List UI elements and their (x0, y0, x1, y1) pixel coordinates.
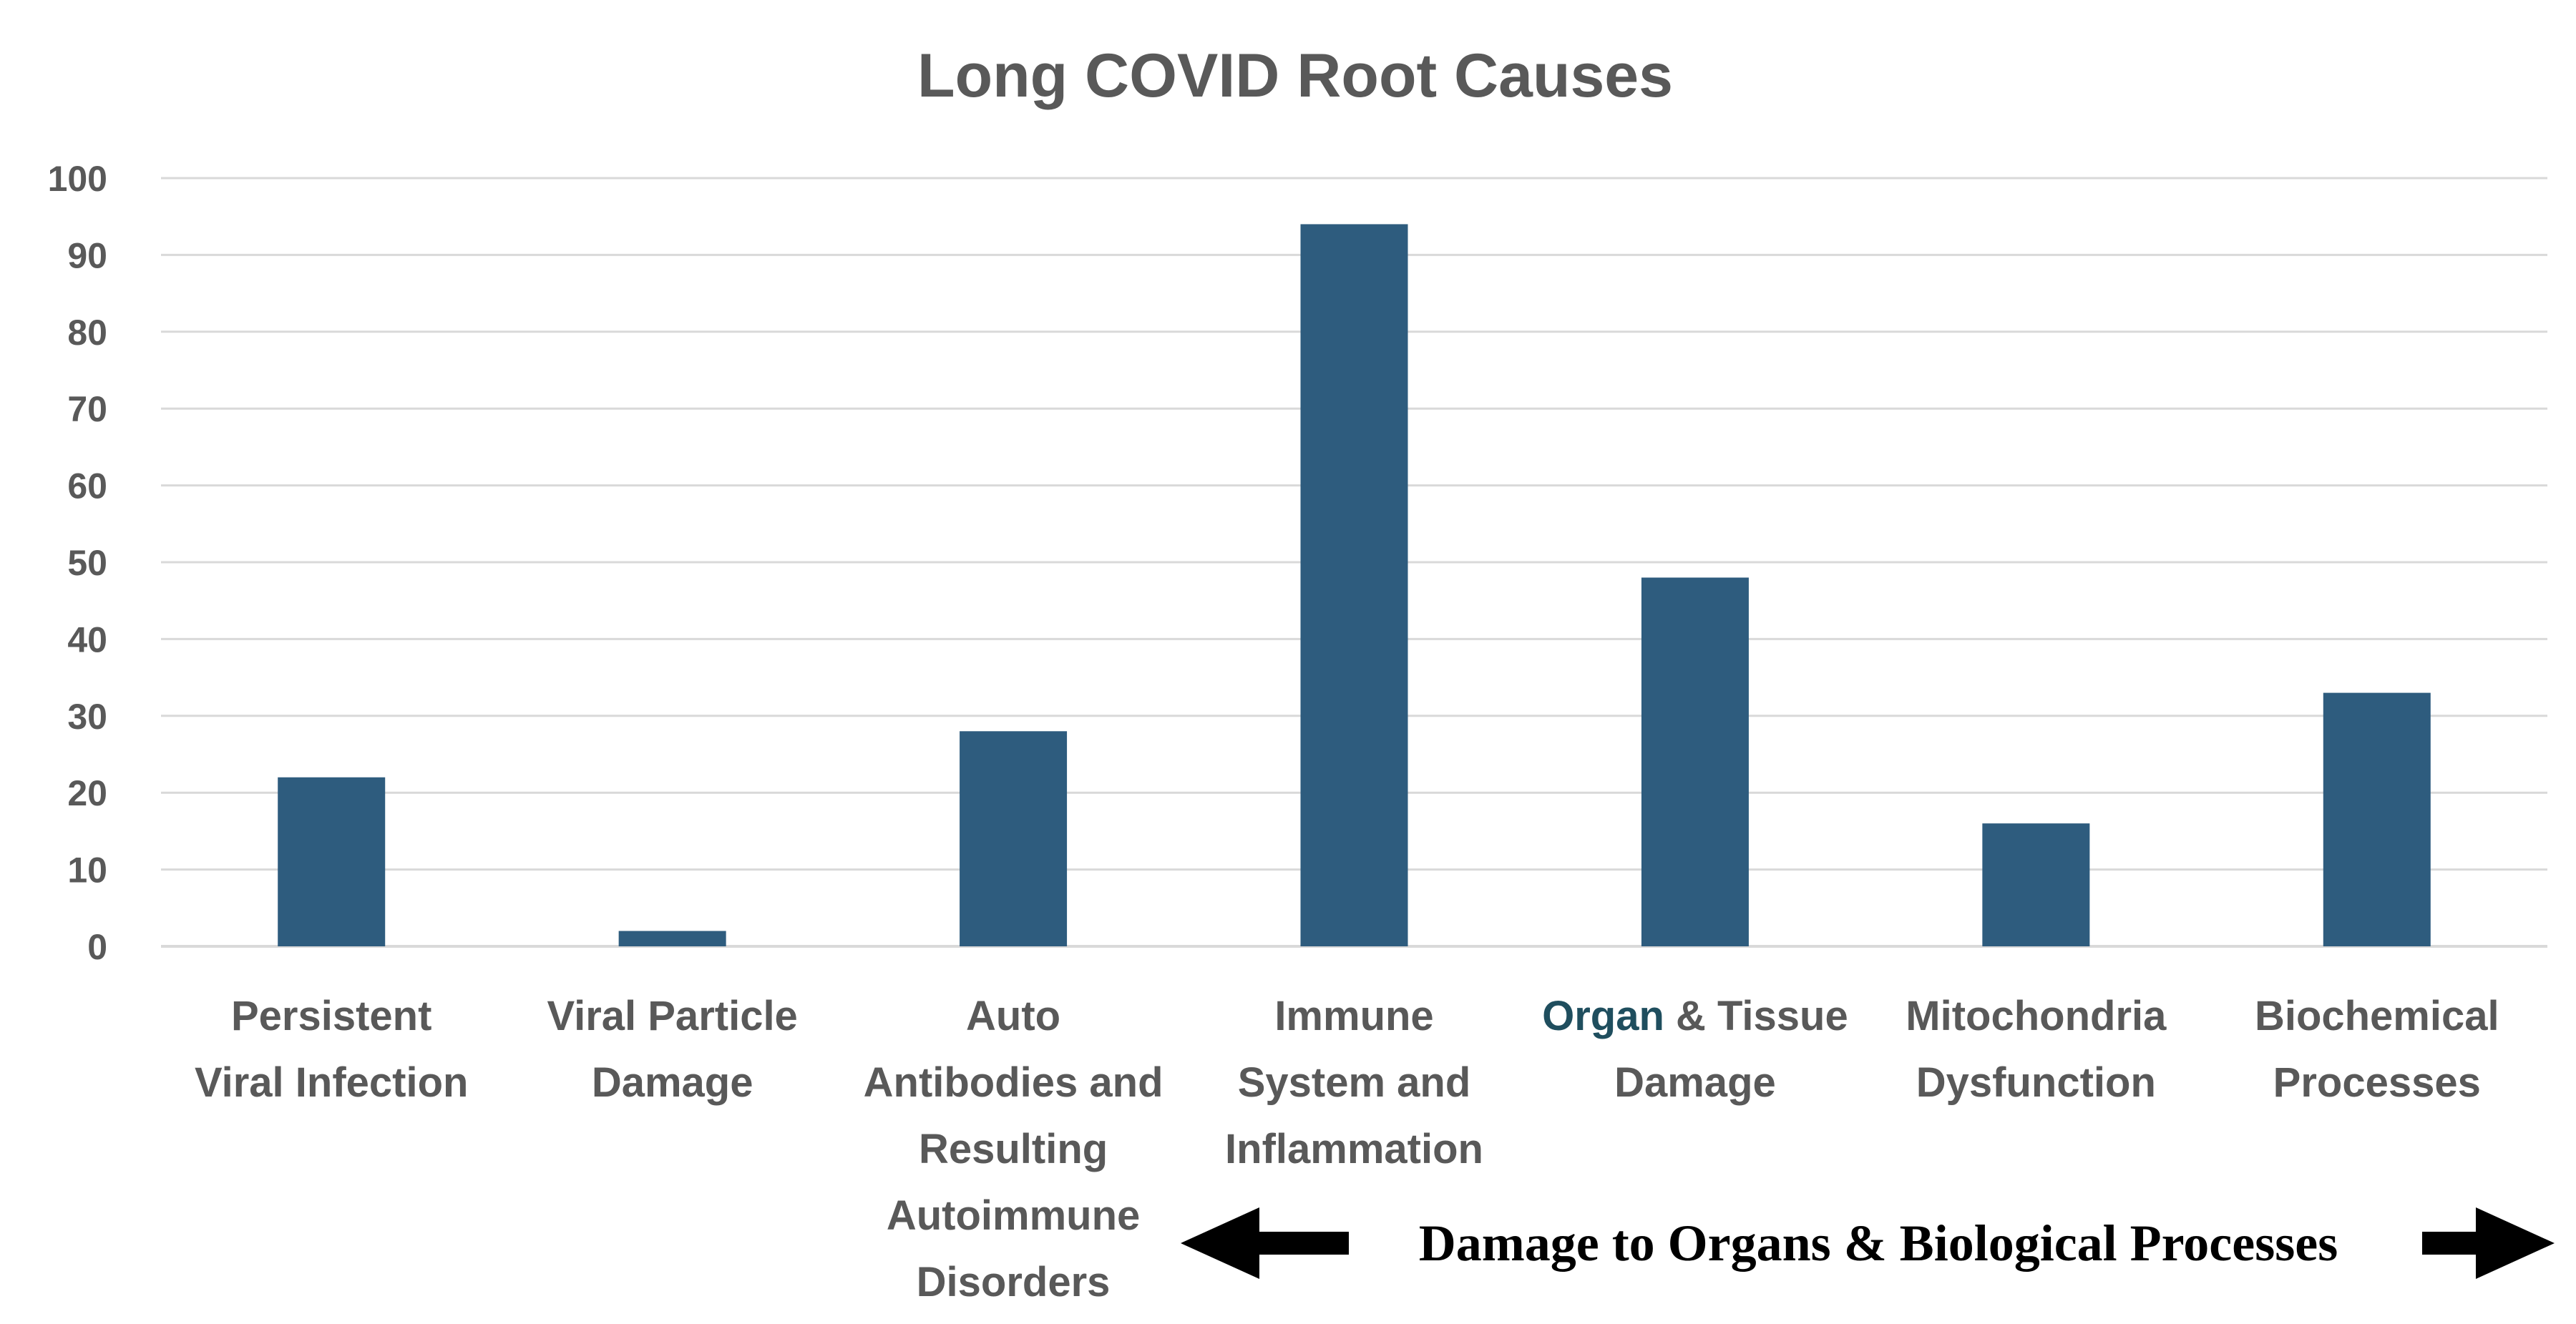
x-category-label-line: System and (1238, 1059, 1471, 1106)
arrow-right-icon (2422, 1207, 2555, 1279)
bar (1641, 577, 1749, 946)
x-category-label-line: Viral Infection (195, 1059, 468, 1106)
y-tick-label: 10 (67, 850, 107, 891)
x-category-label-line: Persistent (231, 993, 431, 1039)
y-tick-label: 30 (67, 697, 107, 737)
bar (618, 931, 726, 946)
y-tick-label: 90 (67, 235, 107, 275)
x-category-label: Biochemical Processes (2255, 993, 2499, 1106)
bar (960, 731, 1068, 946)
bar (278, 777, 386, 946)
x-category-label-line: Viral Particle (547, 993, 797, 1039)
bar (1982, 823, 2090, 946)
bar (1300, 224, 1408, 946)
bars (278, 224, 2431, 946)
x-category-label-line: Inflammation (1225, 1126, 1483, 1172)
y-tick-label: 20 (67, 773, 107, 813)
y-tick-label: 0 (87, 927, 107, 967)
x-category-label-line: Auto (966, 993, 1060, 1039)
annotation-text: Damage to Organs & Biological Processes (1419, 1215, 2338, 1272)
x-category-label: Mitochondria Dysfunction (1906, 993, 2167, 1106)
x-category-label-line: Antibodies and (864, 1059, 1163, 1106)
y-tick-label: 100 (48, 159, 107, 199)
y-tick-label: 50 (67, 543, 107, 583)
x-category-label-line: Autoimmune (887, 1192, 1140, 1239)
x-category-label: Immune System and Inflammation (1225, 993, 1483, 1172)
x-category-label-line: Mitochondria (1906, 993, 2167, 1039)
annotation: Damage to Organs & Biological Processes (1181, 1207, 2555, 1279)
x-category-label-line: Disorders (917, 1259, 1111, 1305)
x-category-label-line: Dysfunction (1916, 1059, 2156, 1106)
x-category-label: Organ & Tissue Damage (1542, 993, 1848, 1106)
y-axis-tick-labels: 0 10 20 30 40 50 60 70 80 90 100 (48, 159, 107, 967)
x-axis-category-labels: Persistent Viral Infection Viral Particle D… (195, 993, 2499, 1305)
x-category-label-line: Immune (1274, 993, 1433, 1039)
y-tick-label: 40 (67, 619, 107, 659)
x-category-label-line: Processes (2273, 1059, 2481, 1106)
arrow-left-icon (1181, 1207, 1349, 1279)
chart-title: Long COVID Root Causes (917, 41, 1673, 110)
x-category-label-line: Damage (592, 1059, 753, 1106)
x-category-label: Auto Antibodies and Resulting Autoimmune Dis… (864, 993, 1163, 1305)
x-category-label-line: Organ & Tissue (1542, 993, 1848, 1039)
x-category-label-line: Damage (1614, 1059, 1776, 1106)
y-tick-label: 60 (67, 466, 107, 506)
y-tick-label: 80 (67, 313, 107, 353)
y-tick-label: 70 (67, 389, 107, 429)
x-category-label-line: Biochemical (2255, 993, 2499, 1039)
x-category-label-line: Resulting (919, 1126, 1108, 1172)
x-category-label: Viral Particle Damage (547, 993, 797, 1106)
x-category-label: Persistent Viral Infection (195, 993, 468, 1106)
bar (2323, 692, 2431, 946)
